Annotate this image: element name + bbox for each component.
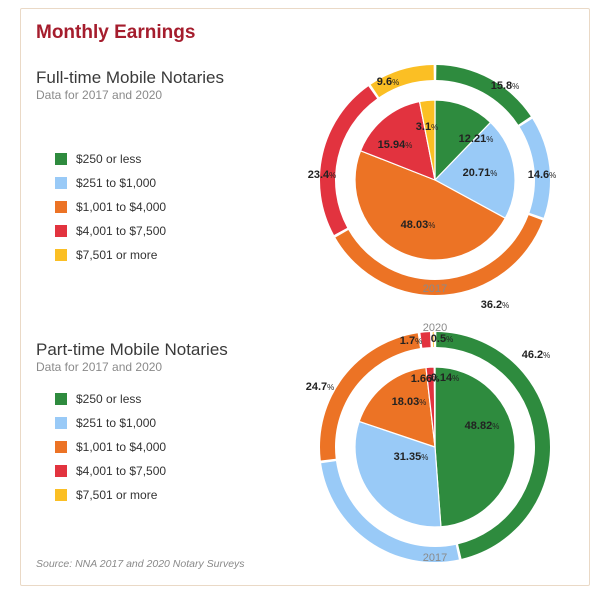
data-label: 15.94% xyxy=(378,139,413,151)
data-label: 46.2% xyxy=(522,349,551,361)
legend-label: $7,501 or more xyxy=(76,248,158,262)
parttime-donut-chart: 48.82%31.35%18.03%1.66%0.14%46.2%26.3%24… xyxy=(306,332,551,594)
fulltime-title: Full-time Mobile Notaries xyxy=(36,68,224,87)
legend-item: $1,001 to $4,000 xyxy=(55,195,166,219)
data-label: 0.5% xyxy=(431,333,453,345)
inner-pie-slice xyxy=(434,99,492,182)
legend-label: $4,001 to $7,500 xyxy=(76,224,167,238)
legend-swatch xyxy=(55,201,67,213)
legend-item: $7,501 or more xyxy=(55,243,166,267)
parttime-title: Part-time Mobile Notaries xyxy=(36,340,228,359)
inner-pie-slice xyxy=(434,366,516,528)
outer-year-label: 2020 xyxy=(423,322,447,334)
inner-year-label: 2017 xyxy=(423,283,447,295)
outer-ring-slice xyxy=(420,332,431,348)
inner-pie-slice xyxy=(418,99,436,181)
main-title: Monthly Earnings xyxy=(36,22,196,43)
parttime-subtitle: Data for 2017 and 2020 xyxy=(36,360,163,374)
legend-label: $251 to $1,000 xyxy=(76,176,157,190)
outer-ring-slice xyxy=(321,461,459,562)
data-label: 24.7% xyxy=(306,381,335,393)
outer-ring-slice xyxy=(432,332,434,348)
legend-item: $251 to $1,000 xyxy=(55,411,166,435)
inner-year-label: 2017 xyxy=(423,552,447,564)
inner-pie-slice xyxy=(359,100,436,181)
outer-ring-slice xyxy=(436,65,531,125)
legend-label: $1,001 to $4,000 xyxy=(76,200,167,214)
data-label: 48.82% xyxy=(465,420,500,432)
data-label: 23.4% xyxy=(308,169,337,181)
data-label: 14.6% xyxy=(528,169,557,181)
data-label: 12.21% xyxy=(459,133,494,145)
inner-pie-slice xyxy=(354,420,442,528)
source-note: Source: NNA 2017 and 2020 Notary Surveys xyxy=(36,558,245,570)
data-label: 0.14% xyxy=(431,372,460,384)
legend-item: $4,001 to $7,500 xyxy=(55,219,166,243)
legend-label: $250 or less xyxy=(76,392,142,406)
data-label: 36.2% xyxy=(481,299,510,311)
data-label: 18.03% xyxy=(392,396,427,408)
outer-ring-slice xyxy=(335,215,543,295)
data-label: 15.8% xyxy=(491,80,520,92)
legend-item: $1,001 to $4,000 xyxy=(55,435,166,459)
legend-swatch xyxy=(55,393,67,405)
inner-pie-slice xyxy=(354,149,507,261)
legend-item: $4,001 to $7,500 xyxy=(55,459,166,483)
data-label: 3.1% xyxy=(416,121,438,133)
outer-ring-slice xyxy=(320,333,420,461)
legend-label: $4,001 to $7,500 xyxy=(76,464,167,478)
data-label: 48.03% xyxy=(401,219,436,231)
outer-ring-slice xyxy=(370,65,434,98)
fulltime-legend: $250 or less $251 to $1,000 $1,001 to $4… xyxy=(55,147,166,267)
fulltime-subtitle: Data for 2017 and 2020 xyxy=(36,88,163,102)
legend-label: $1,001 to $4,000 xyxy=(76,440,167,454)
legend-swatch xyxy=(55,489,67,501)
fulltime-donut-chart: 12.21% 20.71% 48.03% 15.94%3.1% 15.8% 14.6% 36… xyxy=(308,65,557,334)
parttime-legend: $250 or less $251 to $1,000 $1,001 to $4… xyxy=(55,387,166,507)
outer-ring-slice xyxy=(320,86,378,236)
legend-label: $250 or less xyxy=(76,152,142,166)
legend-item: $250 or less xyxy=(55,147,166,171)
legend-swatch xyxy=(55,417,67,429)
data-label: 9.6% xyxy=(377,76,399,88)
legend-label: $7,501 or more xyxy=(76,488,158,502)
data-label: 20.71% xyxy=(463,167,498,179)
legend-item: $250 or less xyxy=(55,387,166,411)
legend-label: $251 to $1,000 xyxy=(76,416,157,430)
data-label: 31.35% xyxy=(394,451,429,463)
legend-swatch xyxy=(55,225,67,237)
legend-swatch xyxy=(55,153,67,165)
legend-item: $251 to $1,000 xyxy=(55,171,166,195)
data-label: 1.7% xyxy=(400,335,422,347)
legend-swatch xyxy=(55,249,67,261)
infographic-frame xyxy=(20,8,590,586)
outer-ring-slice xyxy=(519,118,550,218)
inner-pie-slice xyxy=(358,366,436,448)
inner-pie-slice xyxy=(434,121,516,220)
inner-pie-slice xyxy=(433,366,436,448)
legend-swatch xyxy=(55,465,67,477)
data-label: 1.66% xyxy=(411,373,440,385)
legend-swatch xyxy=(55,441,67,453)
legend-swatch xyxy=(55,177,67,189)
outer-ring-slice xyxy=(436,332,550,559)
legend-item: $7,501 or more xyxy=(55,483,166,507)
